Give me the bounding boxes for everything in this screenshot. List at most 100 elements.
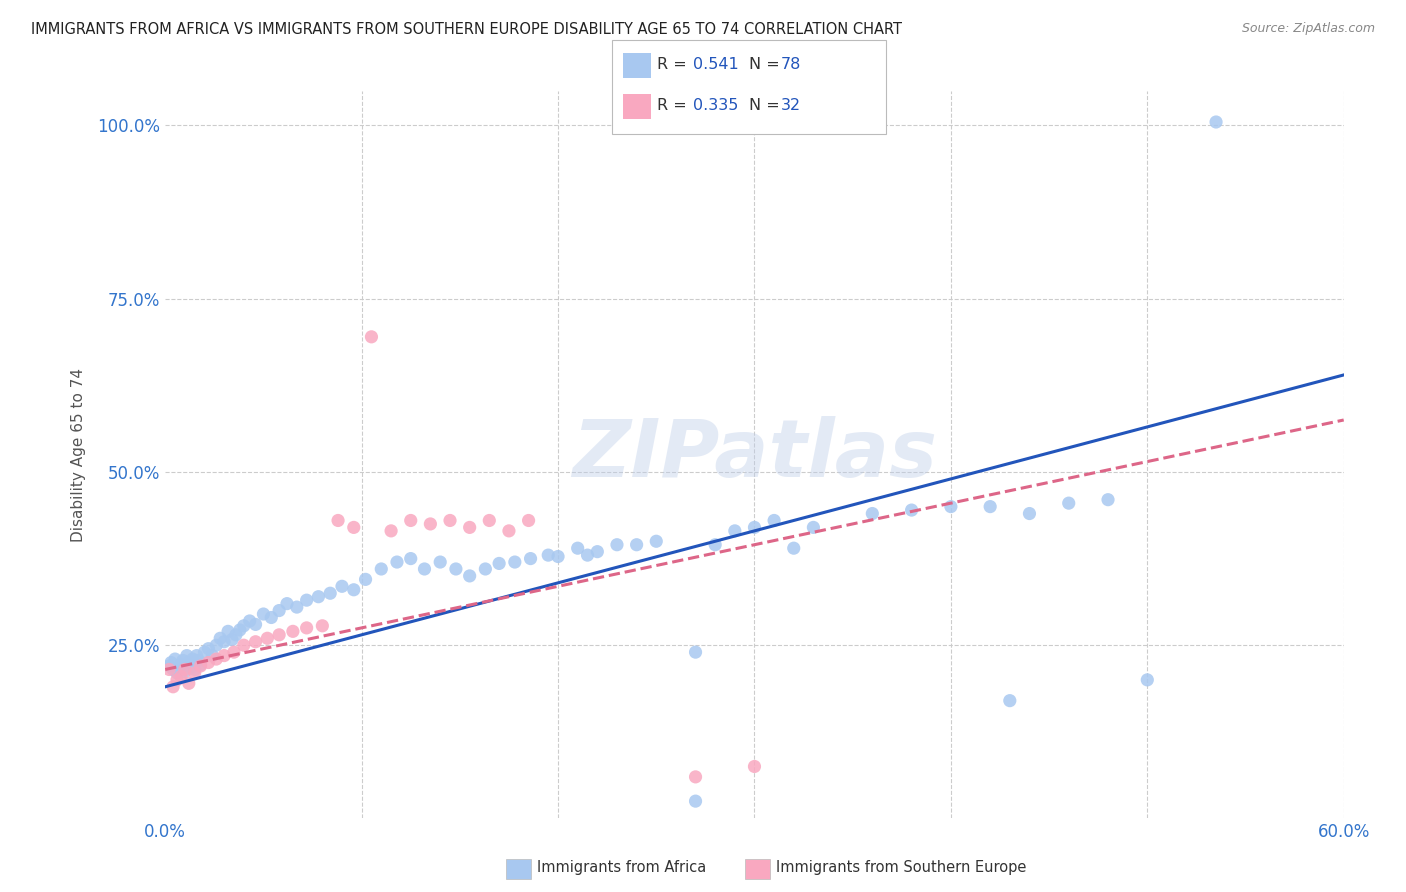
- Point: [343, 520, 366, 534]
- Point: [209, 632, 232, 646]
- Point: [205, 652, 228, 666]
- Point: [232, 619, 254, 633]
- Point: [537, 548, 560, 562]
- Text: 0.335: 0.335: [693, 98, 738, 112]
- Point: [160, 656, 183, 670]
- Point: [498, 524, 520, 538]
- Point: [380, 524, 402, 538]
- Point: [724, 524, 747, 538]
- Point: [232, 638, 254, 652]
- Point: [245, 617, 267, 632]
- Point: [162, 680, 184, 694]
- Point: [360, 330, 382, 344]
- Point: [180, 660, 202, 674]
- Point: [256, 632, 278, 646]
- Text: 0.541: 0.541: [693, 57, 740, 71]
- Point: [193, 645, 215, 659]
- Text: R =: R =: [657, 57, 692, 71]
- Point: [183, 665, 205, 680]
- Point: [744, 520, 766, 534]
- Point: [803, 520, 825, 534]
- Text: R =: R =: [657, 98, 692, 112]
- Point: [212, 648, 235, 663]
- Point: [229, 623, 252, 637]
- Point: [1057, 496, 1080, 510]
- Point: [1136, 673, 1159, 687]
- Point: [419, 516, 441, 531]
- Point: [860, 507, 883, 521]
- Point: [173, 665, 195, 679]
- Point: [260, 610, 283, 624]
- Point: [645, 534, 668, 549]
- Point: [307, 590, 329, 604]
- Point: [197, 641, 219, 656]
- Point: [517, 513, 540, 527]
- Point: [478, 513, 501, 527]
- Text: IMMIGRANTS FROM AFRICA VS IMMIGRANTS FROM SOUTHERN EUROPE DISABILITY AGE 65 TO 7: IMMIGRANTS FROM AFRICA VS IMMIGRANTS FRO…: [31, 22, 901, 37]
- Point: [685, 645, 707, 659]
- Point: [222, 645, 245, 659]
- Point: [547, 549, 569, 564]
- Point: [269, 603, 291, 617]
- Point: [704, 538, 727, 552]
- Point: [519, 551, 541, 566]
- Point: [170, 657, 193, 672]
- Point: [783, 541, 806, 556]
- Point: [567, 541, 589, 556]
- Point: [186, 648, 208, 663]
- Point: [939, 500, 962, 514]
- Point: [197, 656, 219, 670]
- Point: [319, 586, 342, 600]
- Y-axis label: Disability Age 65 to 74: Disability Age 65 to 74: [72, 368, 86, 541]
- Point: [586, 544, 609, 558]
- Text: 78: 78: [780, 57, 800, 71]
- Point: [166, 665, 188, 680]
- Point: [998, 693, 1021, 707]
- Point: [295, 593, 318, 607]
- Point: [444, 562, 467, 576]
- Point: [370, 562, 392, 576]
- Point: [606, 538, 628, 552]
- Point: [1205, 115, 1227, 129]
- Point: [399, 513, 422, 527]
- Point: [399, 551, 422, 566]
- Point: [311, 619, 333, 633]
- Point: [685, 770, 707, 784]
- Point: [326, 513, 349, 527]
- Point: [413, 562, 436, 576]
- Point: [458, 520, 481, 534]
- Point: [245, 634, 267, 648]
- Point: [439, 513, 461, 527]
- Point: [201, 648, 224, 663]
- Point: [190, 657, 212, 672]
- Point: [157, 659, 180, 673]
- Point: [488, 557, 510, 571]
- Point: [173, 663, 195, 677]
- Point: [177, 656, 200, 670]
- Point: [744, 759, 766, 773]
- Point: [252, 607, 274, 621]
- Point: [181, 652, 204, 666]
- Point: [177, 676, 200, 690]
- Point: [221, 632, 243, 647]
- Point: [281, 624, 304, 639]
- Point: [626, 538, 648, 552]
- Point: [979, 500, 1001, 514]
- Point: [183, 663, 205, 677]
- Point: [276, 597, 298, 611]
- Point: [295, 621, 318, 635]
- Point: [385, 555, 408, 569]
- Point: [503, 555, 526, 569]
- Point: [167, 660, 190, 674]
- Text: N =: N =: [749, 98, 786, 112]
- Point: [239, 614, 262, 628]
- Point: [1018, 507, 1040, 521]
- Point: [205, 638, 228, 652]
- Point: [330, 579, 353, 593]
- Point: [576, 548, 599, 562]
- Point: [217, 624, 239, 639]
- Text: 32: 32: [780, 98, 800, 112]
- Point: [190, 659, 212, 673]
- Text: Immigrants from Southern Europe: Immigrants from Southern Europe: [776, 860, 1026, 874]
- Point: [176, 648, 198, 663]
